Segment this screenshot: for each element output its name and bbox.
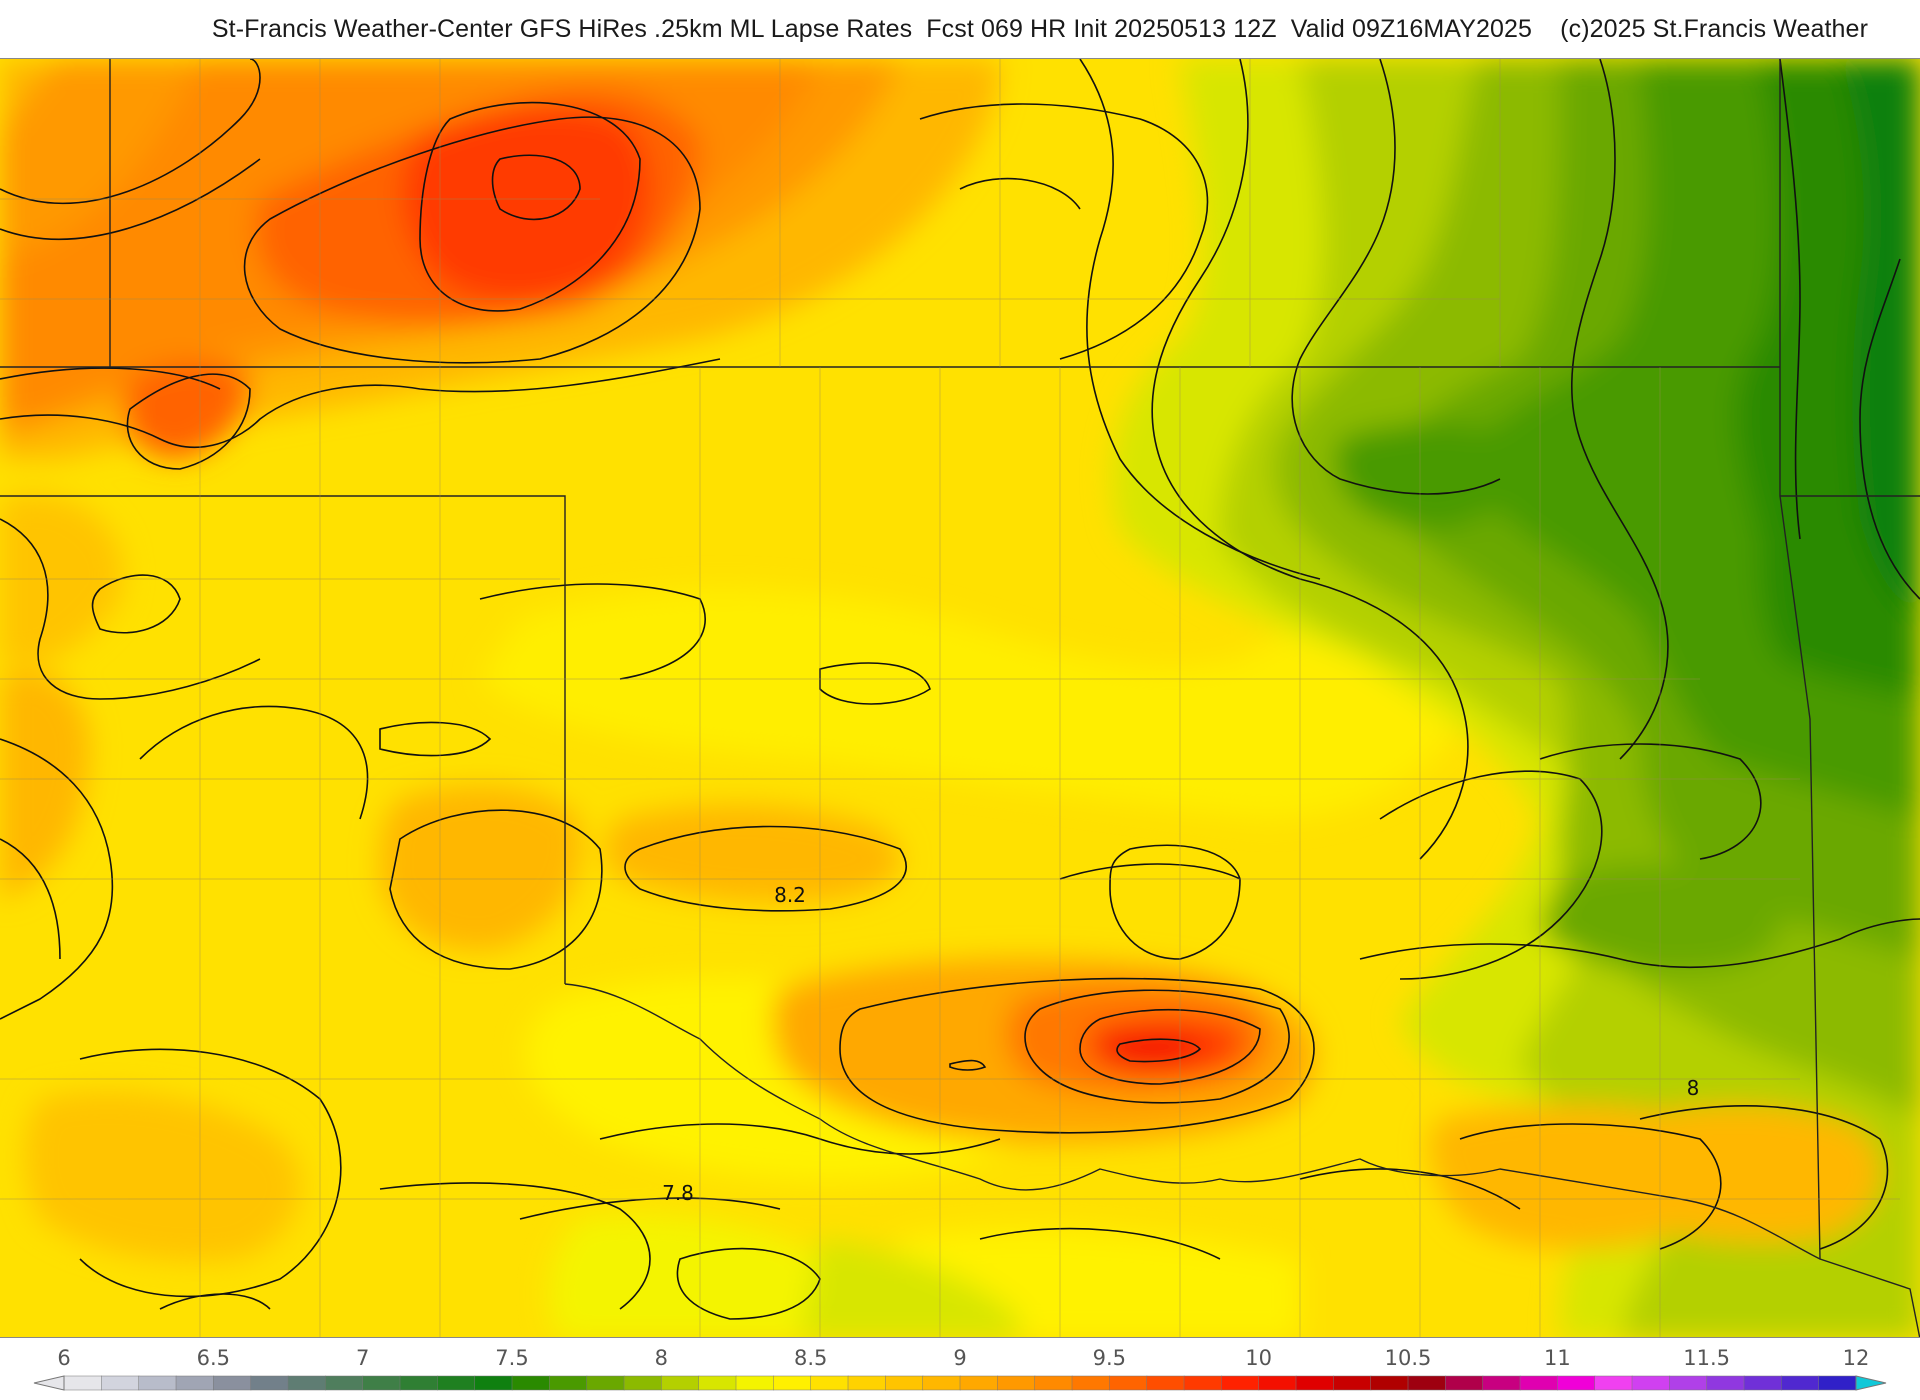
colorbar-bin xyxy=(959,1375,999,1391)
colorbar-bin xyxy=(1295,1375,1335,1391)
contour-label-group: 8.2 7.8 8 xyxy=(662,883,1699,1205)
colorbar-bin xyxy=(101,1375,140,1391)
colorbar-bin xyxy=(1669,1375,1708,1391)
colorbar-tick-label: 11 xyxy=(1543,1346,1571,1370)
colorbar-bin xyxy=(1034,1375,1073,1391)
colorbar-bin xyxy=(1743,1375,1783,1391)
colorbar-bin xyxy=(1370,1375,1409,1391)
colorbar-bin xyxy=(511,1375,551,1391)
colorbar-bin xyxy=(549,1375,588,1391)
contour-label-8: 8 xyxy=(1687,1076,1700,1100)
colorbar-min-arrow xyxy=(33,1375,65,1391)
colorbar-tick-label: 6 xyxy=(57,1346,71,1370)
colorbar-bin xyxy=(325,1375,364,1391)
colorbar-bin xyxy=(885,1375,924,1391)
colorbar-bin xyxy=(175,1375,215,1391)
colorbar-max-arrow xyxy=(1855,1375,1887,1391)
colorbar-tick-label: 7.5 xyxy=(495,1346,529,1370)
colorbar-bin xyxy=(1557,1375,1596,1391)
colorbar-tick-label: 9.5 xyxy=(1092,1346,1127,1370)
colorbar-bin xyxy=(399,1375,439,1391)
colorbar-bin xyxy=(735,1375,775,1391)
colorbar-bin xyxy=(1706,1375,1745,1391)
colorbar-bin xyxy=(1183,1375,1223,1391)
colorbar-bin xyxy=(474,1375,513,1391)
colorbar-bin xyxy=(1333,1375,1372,1391)
contour-label-7-8: 7.8 xyxy=(662,1181,694,1205)
colorbar-bin xyxy=(810,1375,849,1391)
colorbar-bin xyxy=(1407,1375,1447,1391)
colorbar-tick-label: 8 xyxy=(654,1346,669,1370)
colorbar-tick-label: 8.5 xyxy=(793,1346,828,1370)
county-boundaries xyxy=(0,59,1900,1337)
colorbar-bin xyxy=(1445,1375,1484,1391)
colorbar-bin xyxy=(623,1375,663,1391)
colorbar-tick-label: 10.5 xyxy=(1384,1346,1432,1370)
colorbar-bin xyxy=(250,1375,289,1391)
colorbar-bin xyxy=(1818,1375,1857,1391)
colorbar-bin xyxy=(1594,1375,1633,1391)
colorbar-bin xyxy=(1258,1375,1297,1391)
colorbar-bin xyxy=(437,1375,476,1391)
colorbar-bin xyxy=(1519,1375,1559,1391)
colorbar-bin xyxy=(138,1375,177,1391)
colorbar-bin xyxy=(213,1375,252,1391)
colorbar-bin xyxy=(922,1375,961,1391)
colorbar-tick-label: 9 xyxy=(953,1346,967,1370)
colorbar-bin xyxy=(1781,1375,1820,1391)
colorbar-bin xyxy=(362,1375,401,1391)
contour-lines xyxy=(0,59,1920,1320)
colorbar-tick-label: 7 xyxy=(355,1346,370,1370)
colorbar-tick-label: 6.5 xyxy=(196,1346,231,1370)
colorbar-strip xyxy=(33,1375,1887,1391)
colorbar-bin xyxy=(586,1375,625,1391)
colorbar-bin xyxy=(1631,1375,1671,1391)
colorbar-bin xyxy=(1109,1375,1148,1391)
colorbar-bin xyxy=(1221,1375,1260,1391)
colorbar-bin xyxy=(698,1375,737,1391)
colorbar-bin xyxy=(1482,1375,1521,1391)
colorbar-bin xyxy=(661,1375,700,1391)
colorbar-tick-label: 11.5 xyxy=(1683,1346,1731,1370)
colorbar-bin xyxy=(63,1375,103,1391)
colorbar-bin xyxy=(997,1375,1036,1391)
contour-label-8-2: 8.2 xyxy=(774,883,806,907)
colorbar-bin xyxy=(287,1375,327,1391)
colorbar-tick-label: 12 xyxy=(1842,1346,1870,1370)
map-title: St-Francis Weather-Center GFS HiRes .25k… xyxy=(211,14,1868,43)
colorbar-bin xyxy=(847,1375,887,1391)
colorbar-bin xyxy=(1071,1375,1111,1391)
colorbar-bin xyxy=(1146,1375,1185,1391)
colorbar-tick-label: 10 xyxy=(1245,1346,1273,1370)
lapse-rate-map: 8.2 7.8 8 xyxy=(0,59,1920,1337)
state-boundaries xyxy=(0,59,1920,1337)
map-panel[interactable]: 8.2 7.8 8 xyxy=(0,58,1920,1338)
colorbar: 6 6.5 7 7.5 8 8.5 9 9.5 10 10.5 11 11.5 12 xyxy=(0,1338,1920,1400)
colorbar-bin xyxy=(773,1375,812,1391)
